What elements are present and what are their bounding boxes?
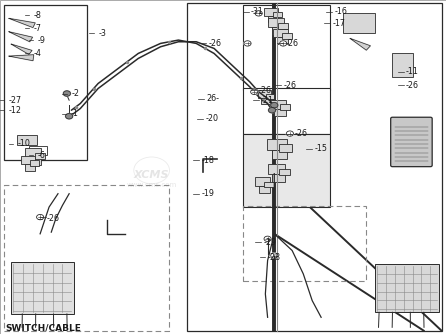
Bar [243, 206, 366, 281]
Bar [267, 139, 287, 150]
Text: -10: -10 [18, 139, 31, 148]
Text: -16: -16 [334, 7, 347, 16]
Bar [280, 105, 290, 111]
Bar [375, 264, 439, 312]
Text: www.cms.com: www.cms.com [127, 182, 177, 188]
Bar [264, 8, 278, 16]
Text: -29: -29 [263, 238, 276, 246]
Text: -26: -26 [283, 81, 296, 90]
Text: 26-: 26- [206, 94, 219, 103]
Text: -17: -17 [332, 19, 345, 28]
Text: -31: -31 [251, 7, 264, 16]
Bar [282, 33, 292, 39]
Text: -26: -26 [294, 129, 307, 138]
Text: -20: -20 [205, 114, 218, 123]
Bar [277, 37, 288, 44]
Bar [17, 135, 37, 145]
Bar [270, 100, 286, 109]
Bar [279, 144, 292, 152]
Bar [4, 185, 169, 331]
Circle shape [268, 108, 276, 113]
Text: -8: -8 [33, 11, 41, 19]
Text: -15: -15 [314, 144, 327, 153]
Text: -1: -1 [70, 109, 78, 118]
Text: -11: -11 [406, 67, 419, 76]
Text: -18: -18 [201, 156, 214, 165]
Text: -12: -12 [9, 106, 22, 115]
Bar [274, 109, 286, 116]
Text: -27: -27 [9, 96, 22, 105]
Bar [268, 164, 285, 174]
Circle shape [271, 253, 278, 258]
Bar [272, 174, 285, 182]
Circle shape [286, 131, 293, 136]
Bar [243, 88, 330, 134]
Circle shape [280, 41, 287, 46]
Circle shape [63, 91, 70, 96]
Bar [35, 153, 45, 159]
Bar [4, 5, 87, 160]
Text: -28: -28 [268, 253, 281, 262]
Circle shape [271, 103, 278, 108]
Bar [266, 94, 274, 99]
Bar [273, 12, 282, 17]
Circle shape [264, 236, 271, 241]
Text: -26: -26 [209, 39, 222, 48]
Bar [279, 169, 290, 175]
Text: -26: -26 [406, 81, 419, 90]
Text: -26: -26 [259, 86, 272, 95]
Text: -26: -26 [47, 214, 60, 223]
Bar [278, 23, 288, 29]
Text: -9: -9 [38, 36, 46, 44]
Bar [187, 3, 442, 331]
Text: -7: -7 [33, 24, 41, 33]
Bar [272, 150, 287, 159]
Text: -6: -6 [38, 151, 46, 160]
Bar [25, 164, 35, 171]
Bar [258, 90, 271, 98]
Bar [272, 27, 284, 35]
Text: -2: -2 [71, 89, 79, 98]
Text: XCMS: XCMS [134, 170, 169, 180]
Bar [273, 29, 288, 37]
Bar [259, 186, 270, 193]
Polygon shape [9, 32, 33, 42]
Polygon shape [9, 18, 35, 28]
FancyBboxPatch shape [391, 117, 432, 167]
Text: -3: -3 [98, 29, 106, 38]
Text: -26: -26 [285, 39, 298, 48]
Bar [243, 5, 330, 90]
Polygon shape [11, 44, 32, 54]
Bar [29, 157, 41, 165]
Bar [264, 182, 274, 187]
Bar [261, 98, 271, 104]
Bar [11, 262, 74, 314]
Bar [255, 177, 270, 186]
Text: SWITCH/CABLE: SWITCH/CABLE [5, 323, 81, 332]
Bar [30, 160, 39, 166]
Bar [243, 134, 330, 207]
Circle shape [244, 41, 251, 46]
Polygon shape [9, 55, 34, 61]
Circle shape [37, 214, 44, 220]
Bar [392, 53, 413, 77]
Bar [268, 18, 284, 27]
Bar [21, 156, 35, 164]
Polygon shape [350, 38, 371, 50]
Bar [268, 16, 278, 22]
Text: -19: -19 [201, 189, 214, 198]
Bar [29, 146, 47, 155]
Bar [25, 148, 41, 157]
Circle shape [255, 11, 262, 16]
Text: -4: -4 [33, 49, 41, 58]
Text: -21: -21 [261, 96, 274, 105]
Bar [343, 13, 375, 33]
Circle shape [251, 89, 258, 95]
Circle shape [66, 114, 73, 119]
